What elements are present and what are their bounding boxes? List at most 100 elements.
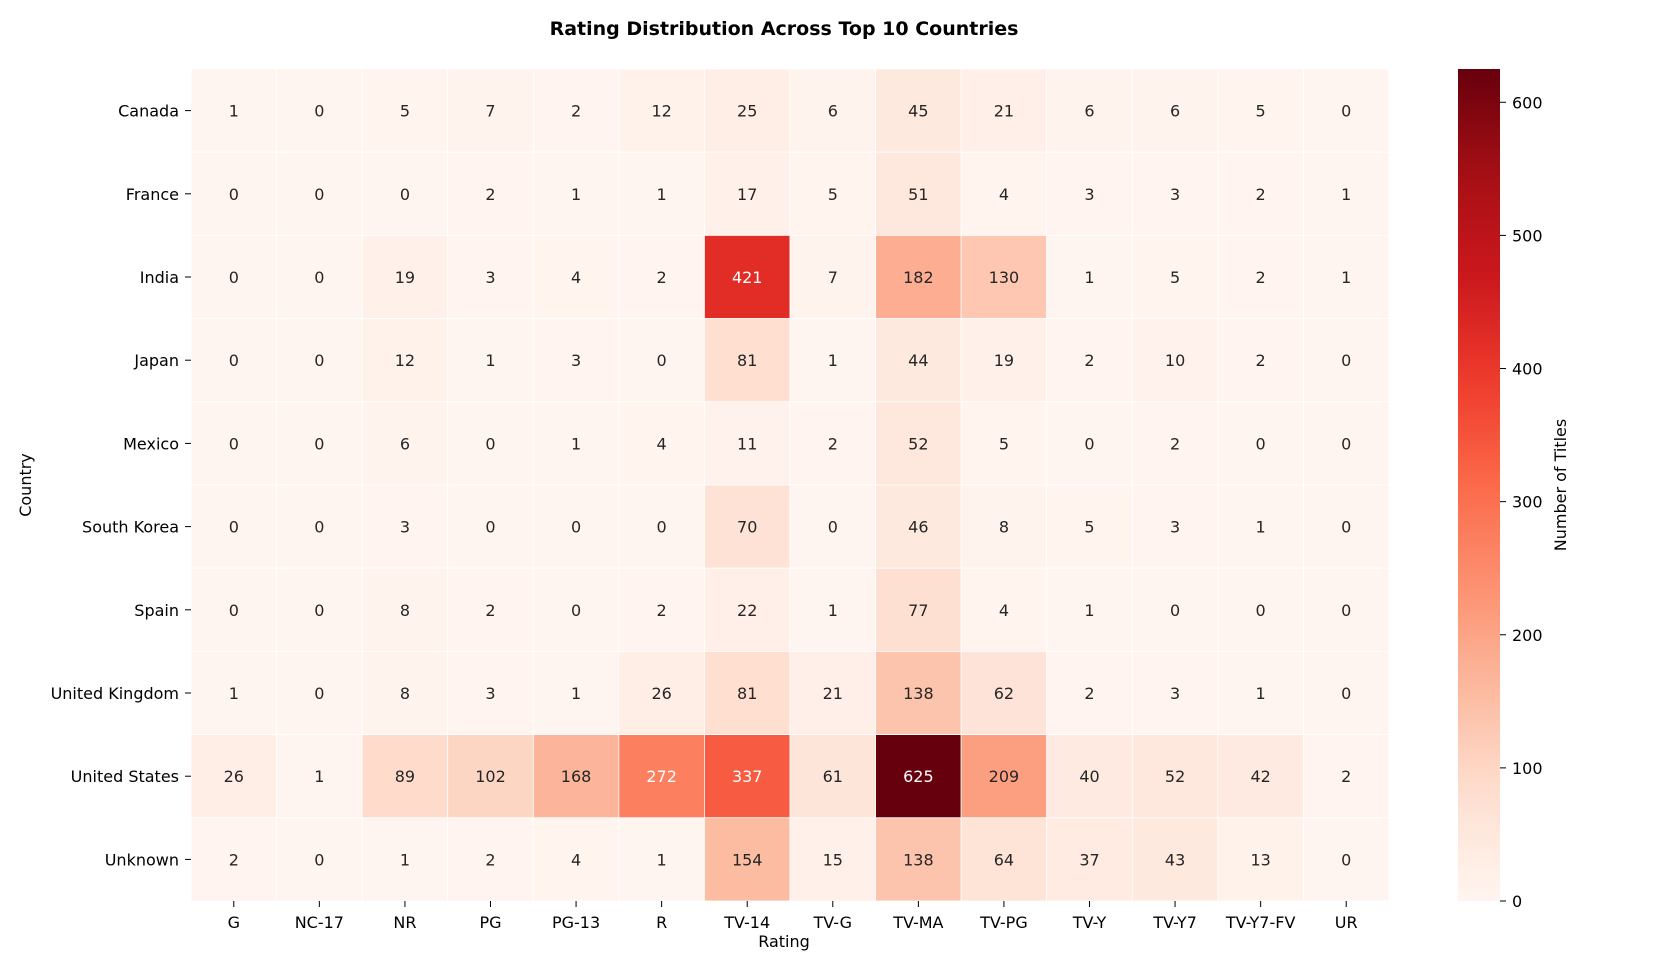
cell-value-label: 1 bbox=[485, 351, 495, 370]
x-tick-label: NC-17 bbox=[295, 913, 344, 932]
y-tick-label: Spain bbox=[134, 601, 179, 620]
cell-value-label: 0 bbox=[657, 518, 667, 537]
heatmap-cell bbox=[704, 734, 791, 819]
cell-value-label: 0 bbox=[314, 185, 324, 204]
cell-value-label: 168 bbox=[561, 767, 592, 786]
cell-value-label: 8 bbox=[999, 518, 1009, 537]
heatmap-cell bbox=[1303, 484, 1390, 569]
colorbar-tick-label: 600 bbox=[1512, 93, 1543, 112]
heatmap-cell bbox=[618, 651, 705, 736]
heatmap-cell bbox=[704, 318, 791, 403]
heatmap-cell bbox=[447, 151, 534, 236]
cell-value-label: 37 bbox=[1079, 850, 1099, 869]
cell-value-label: 0 bbox=[229, 434, 239, 453]
x-tick-label: PG-13 bbox=[552, 913, 600, 932]
cell-value-label: 2 bbox=[485, 601, 495, 620]
cell-value-label: 40 bbox=[1079, 767, 1099, 786]
cell-value-label: 0 bbox=[1170, 601, 1180, 620]
cell-value-label: 7 bbox=[485, 102, 495, 121]
x-tick-label: PG bbox=[479, 913, 501, 932]
cell-value-label: 25 bbox=[737, 102, 757, 121]
cell-value-label: 2 bbox=[1084, 684, 1094, 703]
heatmap-cell bbox=[190, 68, 277, 153]
heatmap-cell bbox=[361, 68, 449, 153]
cell-value-label: 0 bbox=[1256, 434, 1266, 453]
cell-value-label: 12 bbox=[395, 351, 415, 370]
colorbar-tick-label: 0 bbox=[1512, 892, 1522, 911]
cell-value-label: 64 bbox=[994, 850, 1014, 869]
heatmap-cell bbox=[618, 318, 705, 403]
heatmap-cell bbox=[532, 401, 620, 486]
cell-value-label: 6 bbox=[400, 434, 410, 453]
cell-value-label: 1 bbox=[571, 185, 581, 204]
cell-value-label: 1 bbox=[657, 850, 667, 869]
y-tick-label: United Kingdom bbox=[51, 684, 179, 703]
heatmap-cell bbox=[276, 651, 363, 736]
cell-value-label: 77 bbox=[908, 601, 928, 620]
heatmap-cell bbox=[1046, 567, 1133, 652]
cell-value-label: 0 bbox=[314, 434, 324, 453]
heatmap-cell bbox=[960, 401, 1048, 486]
y-tick-label: Mexico bbox=[123, 434, 179, 453]
cell-value-label: 26 bbox=[651, 684, 671, 703]
cell-value-label: 3 bbox=[1084, 185, 1094, 204]
cell-value-label: 0 bbox=[229, 185, 239, 204]
x-tick-label: TV-Y bbox=[1072, 913, 1107, 932]
heatmap-cell bbox=[789, 734, 876, 819]
cell-value-label: 61 bbox=[823, 767, 843, 786]
heatmap-cell bbox=[1131, 318, 1219, 403]
cell-value-label: 7 bbox=[828, 268, 838, 287]
heatmap-cell bbox=[618, 734, 705, 819]
heatmap-cell bbox=[1303, 651, 1390, 736]
cell-value-label: 1 bbox=[229, 102, 239, 121]
heatmap-cell bbox=[447, 484, 534, 569]
heatmap-cell bbox=[1217, 567, 1304, 652]
cell-value-label: 6 bbox=[1084, 102, 1094, 121]
heatmap-cell bbox=[532, 817, 620, 902]
cell-value-label: 2 bbox=[1256, 185, 1266, 204]
heatmap-cell bbox=[875, 234, 962, 319]
heatmap-cell bbox=[1217, 318, 1304, 403]
cell-value-label: 2 bbox=[571, 102, 581, 121]
heatmap-cell bbox=[361, 234, 449, 319]
cell-value-label: 4 bbox=[571, 268, 581, 287]
cell-value-label: 2 bbox=[828, 434, 838, 453]
heatmap-cell bbox=[618, 401, 705, 486]
cell-value-label: 5 bbox=[1170, 268, 1180, 287]
cell-value-label: 102 bbox=[475, 767, 506, 786]
heatmap-cell bbox=[875, 651, 962, 736]
heatmap-cell bbox=[190, 318, 277, 403]
cell-value-label: 0 bbox=[1256, 601, 1266, 620]
heatmap-cell bbox=[1046, 484, 1133, 569]
heatmap-cell bbox=[875, 734, 962, 819]
cell-value-label: 625 bbox=[903, 767, 934, 786]
cell-value-label: 1 bbox=[1341, 185, 1351, 204]
heatmap-cell bbox=[1217, 817, 1304, 902]
heatmap-cell bbox=[1131, 734, 1219, 819]
cell-value-label: 44 bbox=[908, 351, 928, 370]
colorbar-tick-label: 500 bbox=[1512, 226, 1543, 245]
heatmap-cell bbox=[190, 651, 277, 736]
cell-value-label: 1 bbox=[571, 684, 581, 703]
cell-value-label: 0 bbox=[1341, 518, 1351, 537]
colorbar bbox=[1458, 69, 1500, 901]
x-tick-label: UR bbox=[1335, 913, 1358, 932]
cell-value-label: 272 bbox=[646, 767, 677, 786]
heatmap-cell bbox=[789, 401, 876, 486]
cell-value-label: 4 bbox=[999, 601, 1009, 620]
cell-value-label: 1 bbox=[1256, 518, 1266, 537]
y-tick-label: France bbox=[126, 185, 179, 204]
colorbar-tick-label: 200 bbox=[1512, 626, 1543, 645]
cell-value-label: 4 bbox=[657, 434, 667, 453]
cell-value-label: 0 bbox=[314, 850, 324, 869]
cell-value-label: 3 bbox=[400, 518, 410, 537]
cell-value-label: 6 bbox=[828, 102, 838, 121]
colorbar-tick-label: 400 bbox=[1512, 360, 1543, 379]
cell-value-label: 0 bbox=[314, 518, 324, 537]
cell-value-label: 0 bbox=[485, 434, 495, 453]
cell-value-label: 3 bbox=[485, 684, 495, 703]
heatmap-cell bbox=[1217, 651, 1304, 736]
cell-value-label: 81 bbox=[737, 684, 757, 703]
heatmap-cell bbox=[1131, 234, 1219, 319]
